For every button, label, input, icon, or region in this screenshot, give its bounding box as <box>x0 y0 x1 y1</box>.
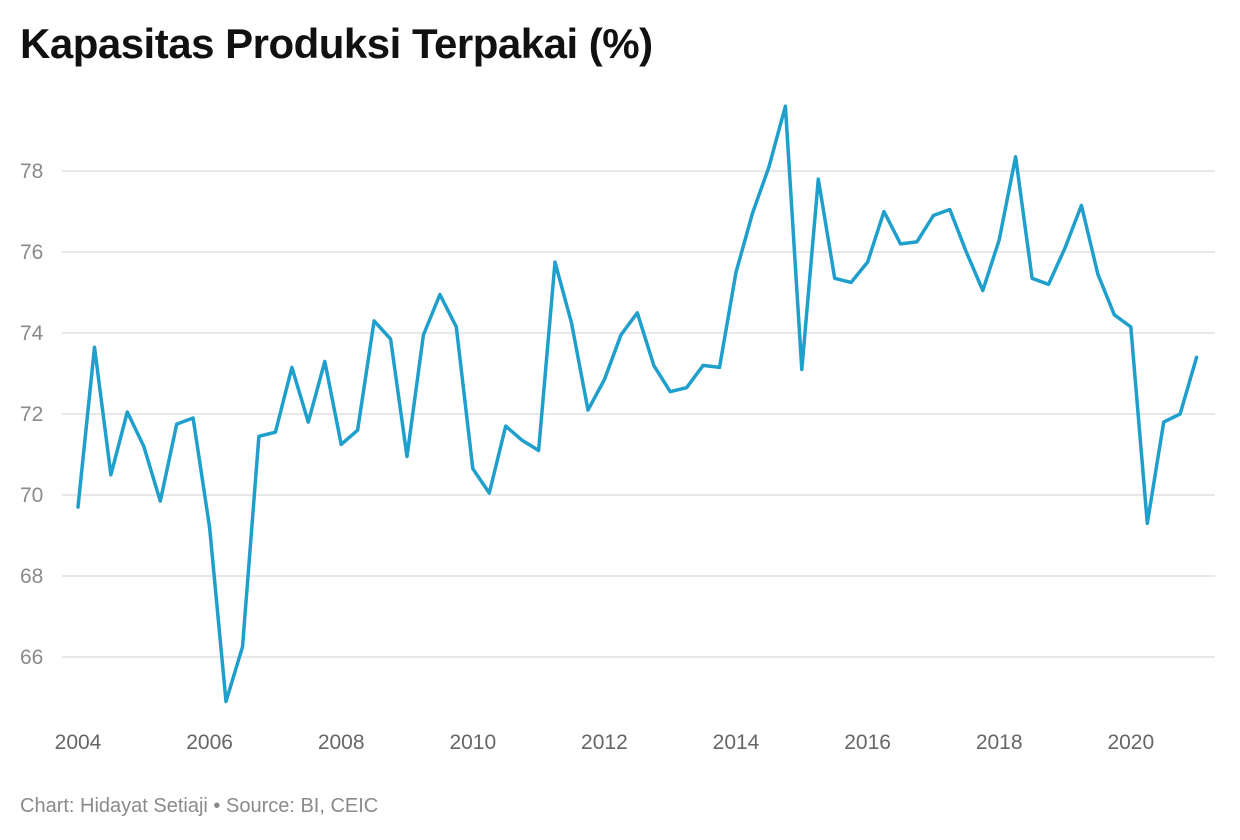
x-tick-label: 2010 <box>449 731 496 754</box>
x-tick-label: 2018 <box>976 731 1023 754</box>
x-tick-label: 2016 <box>844 731 891 754</box>
chart-footer: Chart: Hidayat Setiaji • Source: BI, CEI… <box>20 795 379 817</box>
x-tick-label: 2004 <box>55 731 102 754</box>
series-layer <box>76 104 1199 704</box>
grid-lines <box>62 170 1215 658</box>
y-tick-label: 74 <box>20 322 44 345</box>
y-axis-ticks: 66 68 70 72 74 76 78 <box>20 160 44 669</box>
x-tick-label: 2012 <box>581 731 628 754</box>
series-line-0 <box>76 104 1199 704</box>
x-tick-label: 2014 <box>713 731 760 754</box>
chart-title: Kapasitas Produksi Terpakai (%) <box>20 20 653 67</box>
y-tick-label: 68 <box>20 565 43 588</box>
y-tick-label: 70 <box>20 484 43 507</box>
y-tick-label: 78 <box>20 160 43 183</box>
x-tick-label: 2008 <box>318 731 365 754</box>
x-axis-ticks: 2004 2006 2008 2010 2012 2014 2016 2018 2020 <box>55 731 1155 754</box>
x-tick-label: 2020 <box>1107 731 1154 754</box>
y-tick-label: 66 <box>20 646 43 669</box>
x-tick-label: 2006 <box>186 731 233 754</box>
y-tick-label: 72 <box>20 403 43 426</box>
y-tick-label: 76 <box>20 241 43 264</box>
